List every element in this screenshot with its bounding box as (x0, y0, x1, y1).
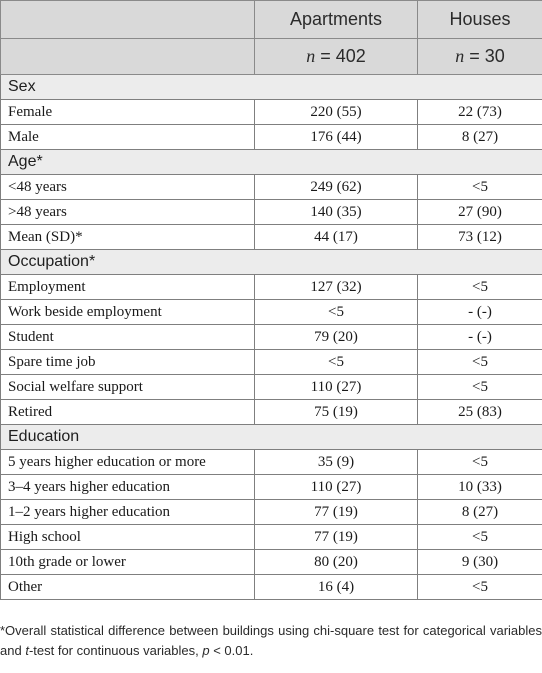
table-row: 5 years higher education or more 35 (9) <5 (0, 449, 542, 475)
footnote-part2: -test for continuous variables, (28, 643, 203, 658)
table-row: 10th grade or lower 80 (20) 9 (30) (0, 549, 542, 575)
row-label: >48 years (0, 199, 255, 225)
apartments-value: 220 (55) (254, 99, 418, 125)
n-houses-value: = 30 (469, 46, 505, 66)
section-title: Occupation* (0, 249, 542, 275)
apartments-value: 80 (20) (254, 549, 418, 575)
table-row: >48 years 140 (35) 27 (90) (0, 199, 542, 225)
row-label: Social welfare support (0, 374, 255, 400)
section-title: Age* (0, 149, 542, 175)
header-apartments: Apartments (254, 0, 418, 39)
houses-value: 8 (27) (417, 499, 542, 525)
table-row: Female 220 (55) 22 (73) (0, 99, 542, 125)
row-label: 1–2 years higher education (0, 499, 255, 525)
row-label: Male (0, 124, 255, 150)
apartments-value: 44 (17) (254, 224, 418, 250)
apartments-value: 75 (19) (254, 399, 418, 425)
row-label: Mean (SD)* (0, 224, 255, 250)
apartments-value: 77 (19) (254, 499, 418, 525)
footnote-p: p (202, 643, 210, 658)
row-label: High school (0, 524, 255, 550)
table-body: Sex Female 220 (55) 22 (73) Male 176 (44) 8 (2… (0, 74, 542, 600)
table-container: Apartments Houses n = 402 n = 30 Sex Fema… (0, 0, 542, 600)
n-symbol: n (455, 46, 465, 66)
header-empty-cell (0, 38, 255, 75)
table-row: <48 years 249 (62) <5 (0, 174, 542, 200)
houses-value: <5 (417, 349, 542, 375)
n-symbol: n (306, 46, 316, 66)
table-row: Employment 127 (32) <5 (0, 274, 542, 300)
header-empty-cell (0, 0, 255, 39)
houses-value: 73 (12) (417, 224, 542, 250)
apartments-value: <5 (254, 299, 418, 325)
row-label: <48 years (0, 174, 255, 200)
apartments-value: 16 (4) (254, 574, 418, 600)
houses-value: <5 (417, 524, 542, 550)
row-label: Spare time job (0, 349, 255, 375)
section-header-row: Occupation* (0, 249, 542, 275)
header-n-row: n = 402 n = 30 (0, 38, 542, 75)
row-label: Work beside employment (0, 299, 255, 325)
table-row: 1–2 years higher education 77 (19) 8 (27) (0, 499, 542, 525)
table-row: Student 79 (20) - (-) (0, 324, 542, 350)
header-row: Apartments Houses (0, 0, 542, 39)
houses-value: 8 (27) (417, 124, 542, 150)
table-row: Male 176 (44) 8 (27) (0, 124, 542, 150)
row-label: Student (0, 324, 255, 350)
footnote: *Overall statistical difference between … (0, 621, 542, 661)
table-row: High school 77 (19) <5 (0, 524, 542, 550)
apartments-value: 77 (19) (254, 524, 418, 550)
houses-value: 27 (90) (417, 199, 542, 225)
apartments-value: 140 (35) (254, 199, 418, 225)
table-row: Spare time job <5 <5 (0, 349, 542, 375)
header-houses: Houses (417, 0, 542, 39)
section-header-row: Sex (0, 74, 542, 100)
table-row: Other 16 (4) <5 (0, 574, 542, 600)
houses-value: 9 (30) (417, 549, 542, 575)
demographics-table: Apartments Houses n = 402 n = 30 Sex Fema… (0, 0, 542, 600)
houses-value: 25 (83) (417, 399, 542, 425)
row-label: Other (0, 574, 255, 600)
apartments-value: 127 (32) (254, 274, 418, 300)
apartments-value: <5 (254, 349, 418, 375)
apartments-value: 249 (62) (254, 174, 418, 200)
row-label: Employment (0, 274, 255, 300)
n-houses: n = 30 (417, 38, 542, 75)
houses-value: <5 (417, 374, 542, 400)
section-title: Education (0, 424, 542, 450)
houses-value: <5 (417, 174, 542, 200)
row-label: Retired (0, 399, 255, 425)
table-row: Mean (SD)* 44 (17) 73 (12) (0, 224, 542, 250)
row-label: 3–4 years higher education (0, 474, 255, 500)
houses-value: 22 (73) (417, 99, 542, 125)
row-label: 5 years higher education or more (0, 449, 255, 475)
table-row: Social welfare support 110 (27) <5 (0, 374, 542, 400)
footnote-t: t (25, 643, 29, 658)
n-apartments: n = 402 (254, 38, 418, 75)
houses-value: <5 (417, 574, 542, 600)
table-row: Work beside employment <5- (-) (0, 299, 542, 325)
houses-value: - (-) (417, 324, 542, 350)
row-label: 10th grade or lower (0, 549, 255, 575)
section-header-row: Age* (0, 149, 542, 175)
n-apartments-value: = 402 (320, 46, 366, 66)
table-row: 3–4 years higher education 110 (27) 10 (33… (0, 474, 542, 500)
apartments-value: 35 (9) (254, 449, 418, 475)
footnote-part3: < 0.01. (209, 643, 254, 658)
footnote-part1: *Overall statistical difference between … (0, 623, 542, 658)
apartments-value: 176 (44) (254, 124, 418, 150)
table-row: Retired 75 (19) 25 (83) (0, 399, 542, 425)
section-title: Sex (0, 74, 542, 100)
section-header-row: Education (0, 424, 542, 450)
apartments-value: 110 (27) (254, 474, 418, 500)
houses-value: 10 (33) (417, 474, 542, 500)
row-label: Female (0, 99, 255, 125)
houses-value: <5 (417, 274, 542, 300)
apartments-value: 110 (27) (254, 374, 418, 400)
houses-value: <5 (417, 449, 542, 475)
houses-value: - (-) (417, 299, 542, 325)
apartments-value: 79 (20) (254, 324, 418, 350)
